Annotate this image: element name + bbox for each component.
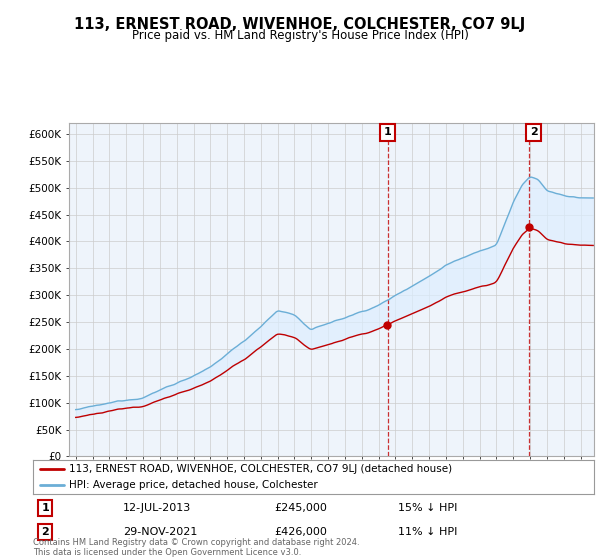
Text: 1: 1 xyxy=(384,127,392,137)
Text: 11% ↓ HPI: 11% ↓ HPI xyxy=(398,527,457,537)
Text: 15% ↓ HPI: 15% ↓ HPI xyxy=(398,503,457,514)
Text: 2: 2 xyxy=(41,527,49,537)
Text: 113, ERNEST ROAD, WIVENHOE, COLCHESTER, CO7 9LJ (detached house): 113, ERNEST ROAD, WIVENHOE, COLCHESTER, … xyxy=(70,464,452,474)
Text: Contains HM Land Registry data © Crown copyright and database right 2024.
This d: Contains HM Land Registry data © Crown c… xyxy=(33,538,359,557)
Text: 29-NOV-2021: 29-NOV-2021 xyxy=(123,527,197,537)
Text: £426,000: £426,000 xyxy=(274,527,327,537)
Text: 2: 2 xyxy=(530,127,538,137)
Text: HPI: Average price, detached house, Colchester: HPI: Average price, detached house, Colc… xyxy=(70,480,318,490)
Text: 1: 1 xyxy=(41,503,49,514)
Text: 12-JUL-2013: 12-JUL-2013 xyxy=(123,503,191,514)
Text: £245,000: £245,000 xyxy=(274,503,327,514)
Text: Price paid vs. HM Land Registry's House Price Index (HPI): Price paid vs. HM Land Registry's House … xyxy=(131,29,469,42)
Text: 113, ERNEST ROAD, WIVENHOE, COLCHESTER, CO7 9LJ: 113, ERNEST ROAD, WIVENHOE, COLCHESTER, … xyxy=(74,17,526,31)
